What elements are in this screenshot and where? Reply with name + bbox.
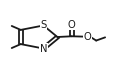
Text: O: O xyxy=(84,32,91,42)
Text: S: S xyxy=(40,20,47,30)
Text: N: N xyxy=(40,44,47,54)
Text: O: O xyxy=(68,20,76,30)
